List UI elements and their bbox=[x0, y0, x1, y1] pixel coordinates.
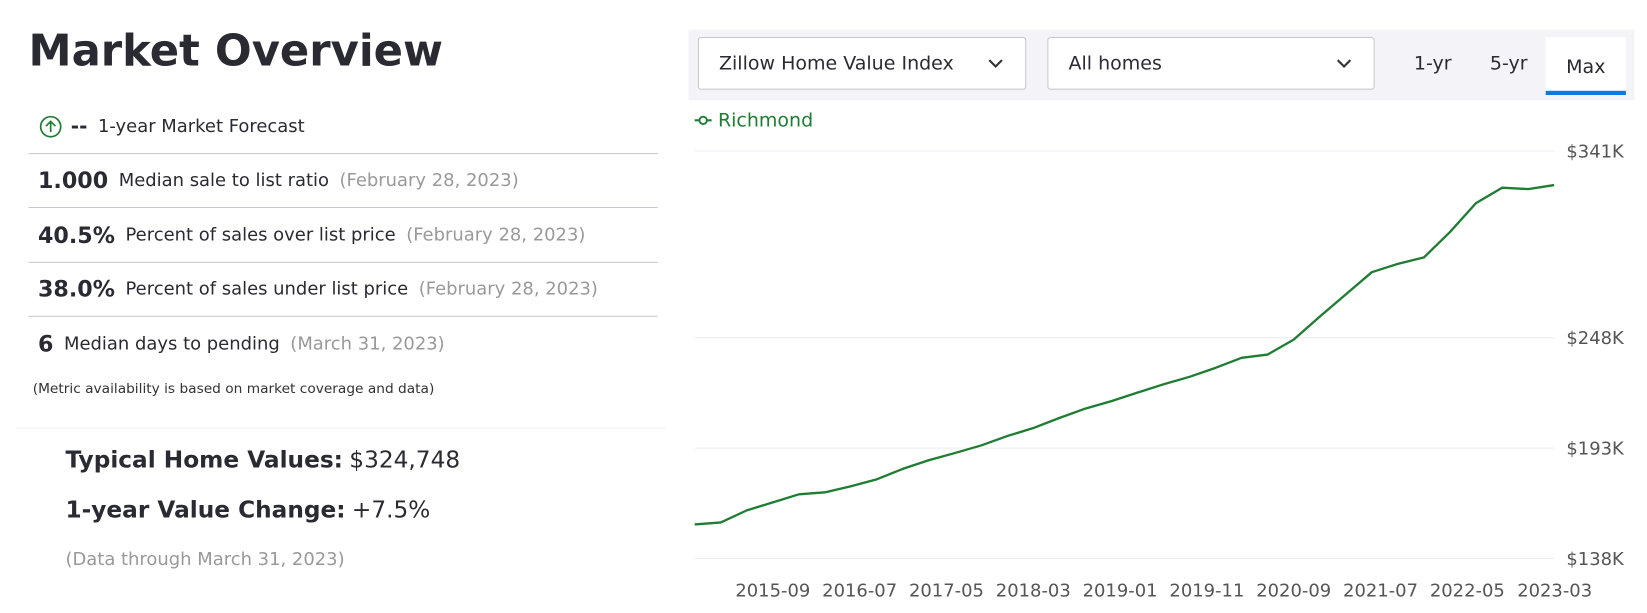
metric-row: 38.0% Percent of sales under list price (F… bbox=[28, 263, 658, 317]
x-tick-label: 2018-03 bbox=[996, 581, 1071, 602]
y-tick-label: $138K bbox=[1566, 549, 1625, 570]
metric-date: (February 28, 2023) bbox=[406, 224, 586, 246]
x-tick-label: 2020-09 bbox=[1256, 581, 1331, 602]
x-tick-label: 2015-09 bbox=[735, 581, 810, 602]
home-type-select[interactable]: All homes bbox=[1047, 36, 1375, 90]
x-tick-label: 2019-01 bbox=[1083, 581, 1158, 602]
x-tick-label: 2022-05 bbox=[1430, 581, 1505, 602]
divider bbox=[15, 427, 666, 429]
metric-label: Percent of sales over list price bbox=[125, 224, 396, 246]
forecast-value: -- bbox=[70, 115, 88, 139]
x-tick-label: 2023-03 bbox=[1517, 581, 1592, 602]
select-text: All homes bbox=[1068, 52, 1162, 75]
x-tick-label: 2017-05 bbox=[909, 581, 984, 602]
metric-row: 40.5% Percent of sales over list price (Fe… bbox=[28, 209, 658, 263]
forecast-label: 1-year Market Forecast bbox=[97, 116, 305, 138]
label: Typical Home Values: bbox=[65, 447, 343, 475]
metric-date: (February 28, 2023) bbox=[418, 278, 598, 300]
metric-row: 6 Median days to pending (March 31, 2023) bbox=[29, 317, 658, 370]
data-through: (Data through March 31, 2023) bbox=[65, 549, 345, 571]
y-tick-label: $193K bbox=[1566, 438, 1625, 459]
metric-label: Percent of sales under list price bbox=[125, 278, 409, 300]
metric-value: 6 bbox=[38, 330, 54, 357]
label: 1-year Value Change: bbox=[65, 497, 346, 524]
chevron bbox=[1336, 59, 1352, 69]
typical-values: Typical Home Values: $324,748 bbox=[65, 448, 460, 474]
metric-label: Median sale to list ratio bbox=[118, 169, 329, 192]
metric-value: 38.0% bbox=[38, 276, 115, 302]
y-tick-label: $248K bbox=[1566, 328, 1625, 349]
x-tick-label: 2016-07 bbox=[822, 581, 897, 602]
metric-value: 1.000 bbox=[38, 167, 109, 194]
metric-value: 40.5% bbox=[38, 222, 115, 248]
legend-label: Richmond bbox=[718, 110, 813, 132]
range-tab[interactable]: 1-yr bbox=[1413, 52, 1452, 75]
x-tick-label: 2019-11 bbox=[1169, 581, 1244, 602]
range-tab[interactable]: Max bbox=[1545, 36, 1626, 96]
index-select[interactable]: Zillow Home Value Index bbox=[697, 36, 1027, 90]
metric-row: 1.000 Median sale to list ratio (February … bbox=[28, 154, 658, 208]
select-text: Zillow Home Value Index bbox=[718, 52, 954, 75]
metric-date: (February 28, 2023) bbox=[339, 169, 519, 192]
x-tick-label: 2021-07 bbox=[1343, 581, 1418, 602]
metric-label: Median days to pending bbox=[64, 333, 280, 355]
range-tab[interactable]: 5-yr bbox=[1489, 52, 1528, 75]
legend-dot bbox=[698, 115, 708, 126]
page-title: Market Overview bbox=[28, 25, 444, 77]
note: (Metric availability is based on market … bbox=[32, 381, 435, 397]
value: $324,748 bbox=[349, 447, 461, 475]
value: +7.5% bbox=[351, 497, 431, 524]
value-change: 1-year Value Change: +7.5% bbox=[65, 497, 430, 523]
up-icon bbox=[39, 115, 62, 138]
series-line bbox=[694, 183, 1555, 526]
chevron bbox=[988, 59, 1003, 69]
forecast-row: -- 1-year Market Forecast bbox=[28, 100, 658, 155]
y-tick-label: $341K bbox=[1566, 141, 1625, 162]
metric-date: (March 31, 2023) bbox=[290, 333, 445, 355]
